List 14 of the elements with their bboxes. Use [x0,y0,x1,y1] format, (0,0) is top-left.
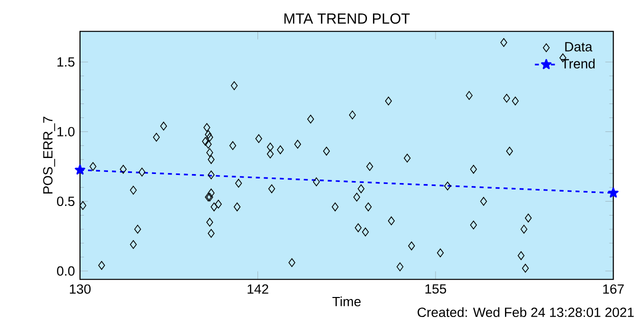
x-tick-label: 167 [603,284,624,294]
x-axis-title: Time [332,296,361,306]
y-tick-label: 0.0 [57,266,75,276]
y-tick-label: 1.0 [58,126,75,136]
x-tick-label: 155 [425,284,446,294]
legend-label: Data [565,42,592,52]
legend-label: Trend [561,58,595,68]
x-tick-label: 130 [70,284,91,294]
y-tick-label: 0.5 [57,196,74,206]
x-tick-label: 142 [248,284,268,294]
chart-title: MTA TREND PLOT [284,13,410,24]
y-axis-title: POS_ERR_7 [43,116,56,194]
y-tick-label: 1.5 [58,57,74,67]
text: Created: Wed Feb 24 13:28:01 2021 [418,307,634,318]
